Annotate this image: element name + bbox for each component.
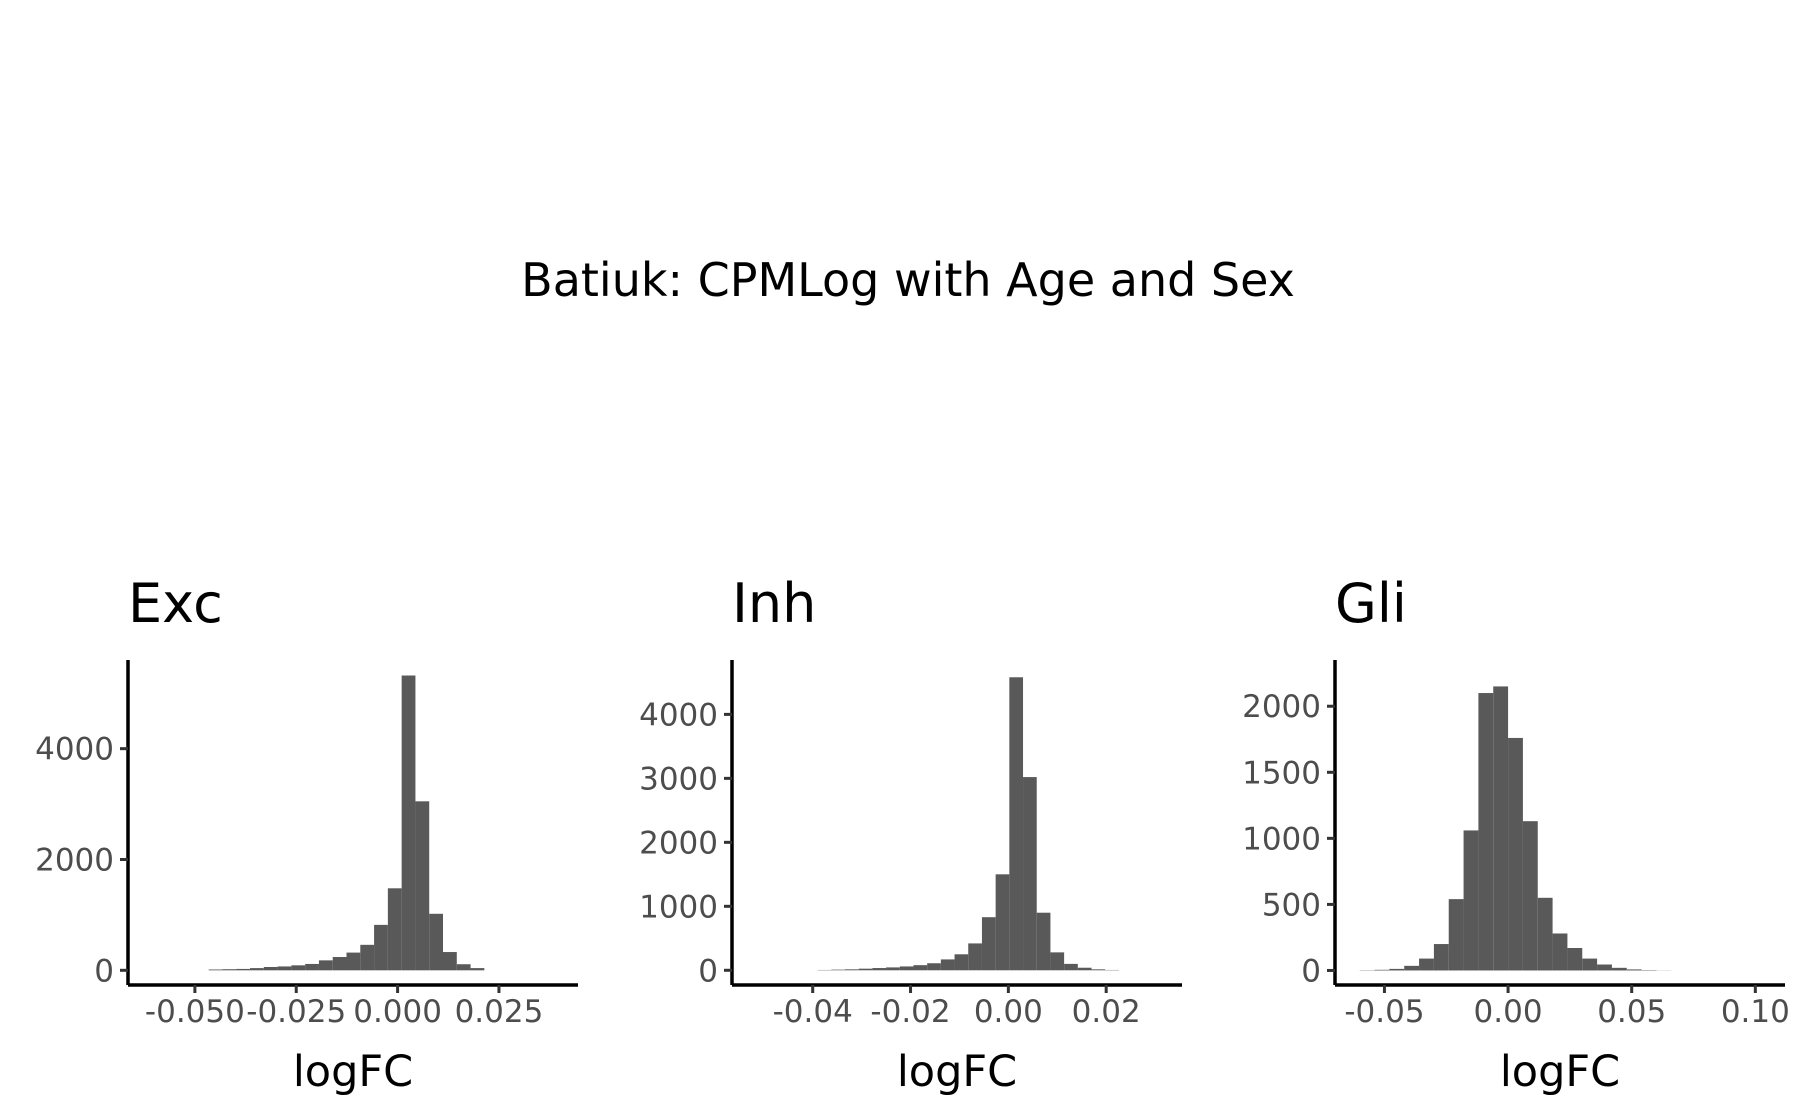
gli-x-axis-label: logFC [1500, 1047, 1620, 1097]
inh-bar [1023, 777, 1037, 971]
exc-x-tick-label: 0.025 [455, 994, 544, 1030]
exc-bar [387, 888, 402, 971]
inh-x-tick-label: 0.02 [1072, 994, 1141, 1030]
exc-bar [346, 952, 361, 971]
inh-bar [1077, 967, 1092, 971]
exc-bar [429, 913, 443, 971]
gli-bar [1478, 693, 1494, 971]
inh-bar [844, 969, 859, 971]
inh-bar [913, 965, 928, 971]
inh-bar [831, 969, 845, 971]
gli-bar [1389, 968, 1405, 971]
inh-bar [886, 967, 900, 971]
gli-bar [1626, 969, 1642, 971]
inh-y-tick-label: 2000 [639, 825, 718, 861]
inh-y-tick-label: 4000 [639, 697, 718, 733]
exc-bar [332, 957, 347, 971]
exc-bar [277, 966, 292, 971]
exc-bar [374, 924, 388, 971]
panel-inh: 0 1000 2000 3000 4000 -0.04 -0.02 0.00 0.02 Inh lo… [639, 572, 1182, 1097]
figure-title: Batiuk: CPMLog with Age and Sex [521, 253, 1295, 307]
exc-x-axis-label: logFC [293, 1047, 413, 1097]
gli-bar [1419, 958, 1434, 971]
inh-bar [1050, 952, 1065, 971]
gli-bar [1537, 897, 1553, 971]
inh-panel-title: Inh [732, 572, 816, 635]
inh-y-tick-label: 0 [698, 953, 718, 989]
exc-y-tick-label: 2000 [35, 842, 114, 878]
inh-x-tick-label: -0.04 [773, 994, 853, 1030]
exc-bar [415, 801, 430, 971]
gli-bar [1582, 958, 1598, 971]
gli-bar [1433, 944, 1449, 971]
exc-bar [305, 963, 319, 971]
inh-bar [899, 966, 914, 971]
inh-bar [1064, 963, 1078, 971]
gli-panel-title: Gli [1335, 572, 1407, 635]
inh-bar [995, 874, 1010, 971]
inh-bar [1036, 912, 1051, 971]
inh-bar [954, 954, 969, 971]
gli-bar [1567, 948, 1583, 971]
gli-y-tick-label: 1000 [1242, 821, 1321, 857]
exc-bar [263, 966, 278, 971]
inh-bar [981, 917, 996, 971]
exc-bar [250, 968, 264, 971]
exc-bar [360, 944, 375, 971]
gli-bar [1597, 964, 1612, 971]
exc-x-tick-label: -0.025 [246, 994, 346, 1030]
exc-bar [401, 675, 416, 971]
gli-x-tick-label: 0.05 [1597, 994, 1666, 1030]
exc-bar [222, 969, 237, 971]
gli-y-tick-label: 0 [1301, 953, 1321, 989]
exc-x-tick-label: -0.050 [145, 994, 245, 1030]
gli-bar [1493, 686, 1509, 971]
exc-bar [470, 968, 485, 971]
exc-bar [291, 965, 306, 971]
gli-x-tick-label: 0.10 [1721, 994, 1790, 1030]
inh-x-axis-label: logFC [897, 1047, 1017, 1097]
gli-bar [1404, 965, 1420, 971]
gli-y-tick-label: 500 [1262, 887, 1321, 923]
gli-y-tick-label: 2000 [1242, 689, 1321, 725]
gli-bar [1611, 967, 1627, 971]
panel-exc: 0 2000 4000 -0.050 -0.025 0.000 0.025 Exc logFC [35, 572, 578, 1097]
inh-y-tick-label: 1000 [639, 889, 718, 925]
inh-bar [872, 968, 887, 971]
inh-bar [968, 943, 982, 971]
gli-bar [1522, 821, 1538, 971]
exc-y-tick-label: 4000 [35, 732, 114, 768]
gli-bar [1374, 969, 1390, 971]
exc-bar [208, 969, 223, 971]
inh-x-tick-label: -0.02 [870, 994, 950, 1030]
exc-panel-title: Exc [128, 572, 223, 635]
exc-x-tick-label: 0.000 [353, 994, 442, 1030]
inh-bar [1009, 677, 1024, 971]
inh-bar [940, 959, 955, 971]
gli-bar [1508, 737, 1523, 971]
exc-bar [236, 968, 251, 971]
gli-y-tick-label: 1500 [1242, 755, 1321, 791]
exc-y-tick-label: 0 [94, 953, 114, 989]
inh-bar [1091, 969, 1106, 971]
exc-bar [318, 960, 333, 971]
gli-bar [1448, 899, 1464, 971]
inh-bar [927, 963, 941, 971]
gli-bar [1463, 830, 1479, 971]
panel-gli: 0 500 1000 1500 2000 -0.05 0.00 0.05 0.10 Gli logF… [1242, 572, 1790, 1097]
gli-x-tick-label: 0.00 [1474, 994, 1543, 1030]
inh-x-tick-label: 0.00 [974, 994, 1043, 1030]
exc-bar [443, 952, 457, 971]
exc-bar [456, 964, 471, 971]
gli-x-tick-label: -0.05 [1344, 994, 1424, 1030]
inh-bar [858, 968, 873, 971]
inh-y-tick-label: 3000 [639, 761, 718, 797]
gli-bar [1552, 933, 1568, 971]
